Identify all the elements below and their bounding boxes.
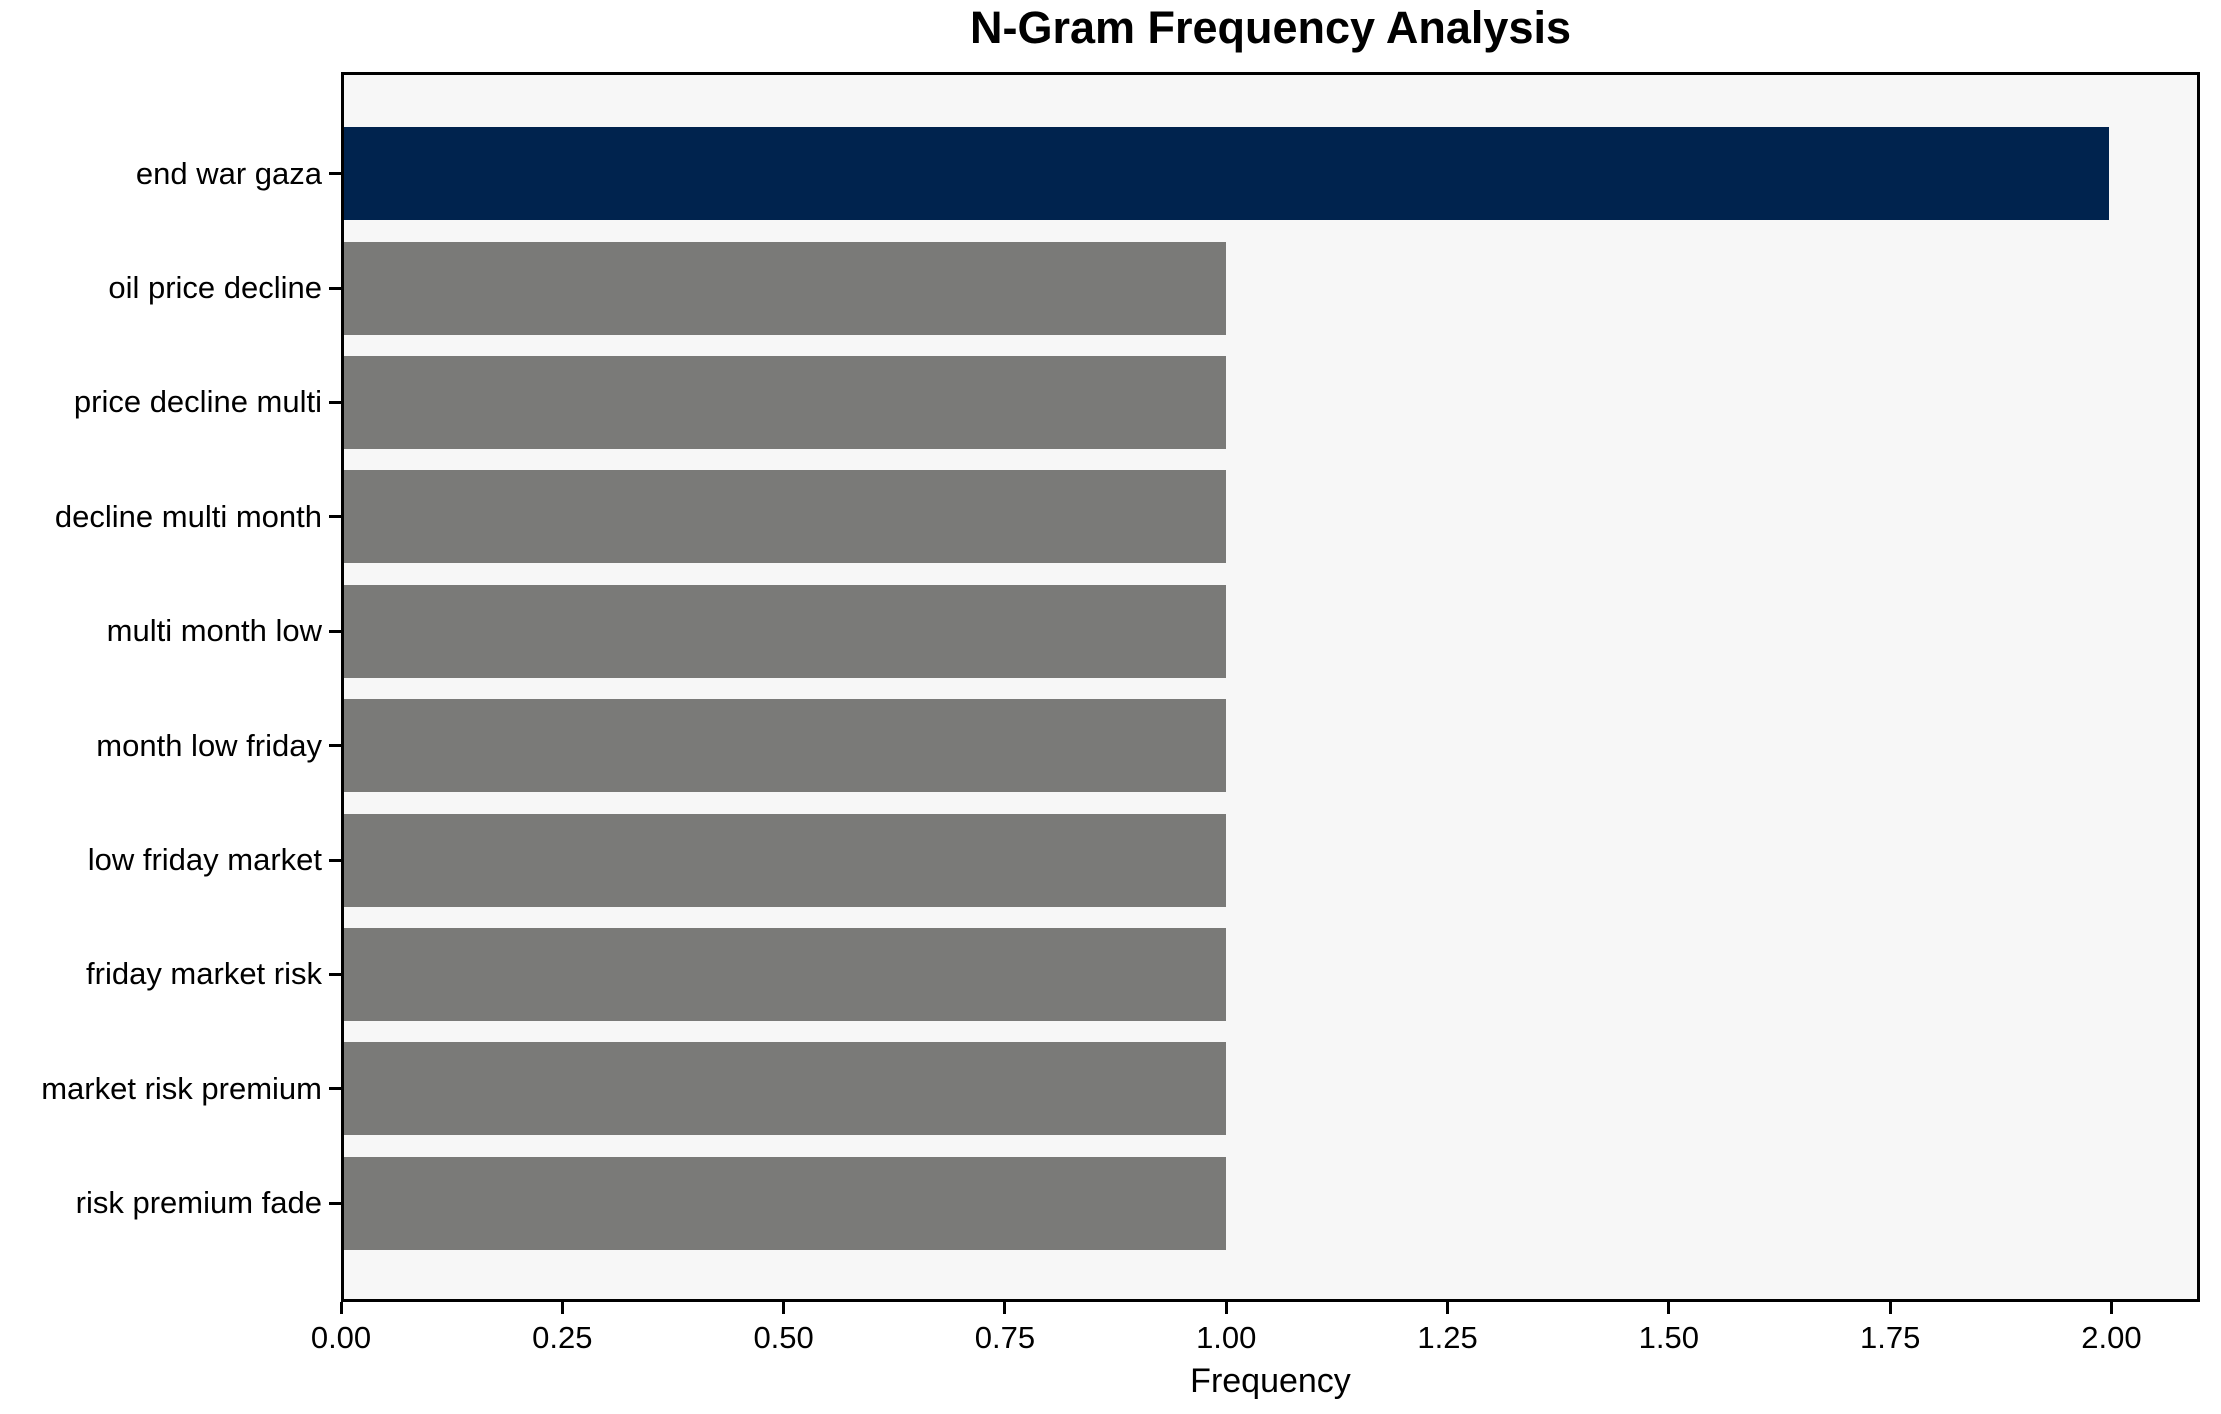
y-tick-low-friday-market (329, 858, 341, 862)
bar-decline-multi-month (344, 470, 1227, 564)
x-tick-label-1.25: 1.25 (1417, 1320, 1478, 1355)
y-tick-label-oil-price-decline: oil price decline (108, 270, 322, 305)
y-tick-label-end-war-gaza: end war gaza (135, 155, 322, 191)
x-tick-label-0.75: 0.75 (974, 1320, 1036, 1355)
y-tick-multi-month-low (329, 629, 341, 633)
y-tick-friday-market-risk (329, 972, 341, 976)
y-tick-label-market-risk-premium: market risk premium (41, 1070, 322, 1106)
x-tick-label-0.25: 0.25 (532, 1320, 593, 1355)
bar-price-decline-multi (344, 355, 1227, 449)
y-tick-label-risk-premium-fade: risk premium fade (75, 1185, 322, 1221)
bar-month-low-friday (344, 699, 1227, 793)
x-tick-0.25 (560, 1302, 564, 1314)
bar-oil-price-decline (344, 241, 1227, 335)
x-tick-1.75 (1888, 1302, 1892, 1314)
y-tick-oil-price-decline (329, 286, 341, 290)
y-tick-month-low-friday (329, 744, 341, 748)
y-tick-end-war-gaza (329, 172, 341, 176)
bar-risk-premium-fade (344, 1156, 1227, 1250)
chart-title: N-Gram Frequency Analysis (969, 2, 1572, 53)
y-tick-label-multi-month-low: multi month low (106, 613, 322, 649)
x-tick-0.75 (1003, 1302, 1007, 1314)
y-tick-decline-multi-month (329, 515, 341, 519)
x-tick-label-1.50: 1.50 (1638, 1320, 1700, 1355)
y-tick-label-decline-multi-month: decline multi month (54, 498, 322, 534)
x-tick-1.25 (1446, 1302, 1450, 1314)
x-tick-label-2.00: 2.00 (2081, 1320, 2142, 1355)
y-tick-label-friday-market-risk: friday market risk (86, 956, 322, 992)
y-tick-price-decline-multi (329, 400, 341, 404)
x-tick-label-1.75: 1.75 (1859, 1320, 1921, 1355)
bar-low-friday-market (344, 813, 1227, 907)
y-tick-label-price-decline-multi: price decline multi (73, 384, 322, 420)
x-axis-title: Frequency (1190, 1362, 1351, 1400)
x-tick-1.50 (1667, 1302, 1671, 1314)
bar-end-war-gaza (344, 127, 2109, 221)
x-tick-1.00 (1224, 1302, 1228, 1314)
bar-friday-market-risk (344, 927, 1227, 1021)
x-tick-label-0.50: 0.50 (753, 1320, 814, 1355)
bar-market-risk-premium (344, 1042, 1227, 1136)
y-tick-label-low-friday-market: low friday market (87, 842, 322, 877)
y-tick-market-risk-premium (329, 1087, 341, 1091)
plot-area (341, 72, 2200, 1302)
x-tick-2.00 (2109, 1302, 2113, 1314)
y-tick-risk-premium-fade (329, 1201, 341, 1205)
x-tick-label-1.00: 1.00 (1196, 1320, 1257, 1355)
bar-multi-month-low (344, 584, 1227, 678)
x-tick-0.00 (339, 1302, 343, 1314)
x-tick-label-0.00: 0.00 (310, 1320, 372, 1355)
y-tick-label-month-low-friday: month low friday (96, 727, 322, 763)
x-tick-0.50 (782, 1302, 786, 1314)
